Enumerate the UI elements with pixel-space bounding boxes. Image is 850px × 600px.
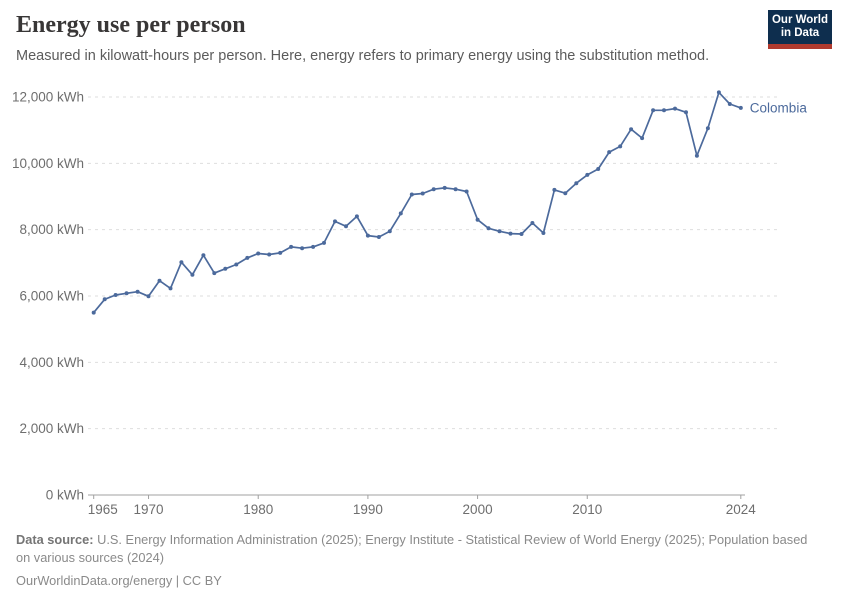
- data-point[interactable]: [607, 150, 612, 155]
- chart-subtitle: Measured in kilowatt-hours per person. H…: [16, 48, 710, 64]
- data-point[interactable]: [179, 260, 184, 265]
- data-point[interactable]: [344, 224, 348, 229]
- data-point[interactable]: [201, 253, 206, 258]
- data-point[interactable]: [530, 221, 535, 225]
- x-axis-label: 2010: [572, 502, 602, 517]
- data-point[interactable]: [91, 310, 96, 315]
- data-point[interactable]: [124, 291, 129, 296]
- data-point[interactable]: [431, 187, 436, 192]
- x-axis-label: 1990: [353, 502, 383, 517]
- chart-footer: Data source: U.S. Energy Information Adm…: [16, 531, 822, 590]
- data-point[interactable]: [157, 278, 162, 283]
- data-point[interactable]: [387, 229, 392, 234]
- data-point[interactable]: [508, 231, 513, 236]
- data-point[interactable]: [190, 272, 195, 277]
- data-point[interactable]: [311, 244, 316, 249]
- page-title: Energy use per person: [16, 12, 246, 38]
- y-axis-label: 2,000 kWh: [19, 421, 84, 436]
- data-point[interactable]: [585, 172, 590, 177]
- data-point[interactable]: [705, 126, 710, 131]
- data-point[interactable]: [662, 108, 666, 113]
- entity-label-colombia[interactable]: Colombia: [750, 100, 808, 115]
- data-point[interactable]: [278, 250, 283, 255]
- owid-logo-line2: in Data: [780, 27, 820, 39]
- data-point[interactable]: [135, 289, 140, 294]
- x-axis-label: 2024: [726, 502, 757, 517]
- data-point[interactable]: [102, 297, 107, 302]
- data-point[interactable]: [497, 229, 502, 234]
- data-source-text: U.S. Energy Information Administration (…: [16, 532, 808, 565]
- x-axis-label: 1965: [88, 502, 118, 517]
- data-point[interactable]: [289, 244, 294, 249]
- data-point[interactable]: [651, 108, 656, 113]
- data-point[interactable]: [475, 217, 480, 222]
- data-source-note: Data source: U.S. Energy Information Adm…: [16, 531, 822, 567]
- x-axis-label: 1970: [134, 502, 164, 517]
- data-point[interactable]: [541, 231, 546, 235]
- y-axis-label: 4,000 kWh: [19, 355, 84, 370]
- data-point[interactable]: [113, 293, 118, 297]
- chart-area: 0 kWh 2,000 kWh 4,000 kWh 6,000 kWh 8,000 kW…: [0, 0, 850, 530]
- chart-header: Energy use per person Measured in kilowa…: [16, 12, 834, 64]
- x-axis-label: 1980: [243, 502, 273, 517]
- data-point[interactable]: [618, 144, 623, 149]
- data-point[interactable]: [398, 211, 403, 216]
- y-axis-label: 0 kWh: [46, 488, 84, 503]
- data-point[interactable]: [409, 192, 414, 197]
- data-point[interactable]: [574, 181, 579, 186]
- x-axis-label: 2000: [463, 502, 493, 517]
- data-point[interactable]: [684, 110, 688, 115]
- data-point[interactable]: [168, 286, 173, 291]
- data-point[interactable]: [300, 246, 305, 251]
- data-point[interactable]: [486, 226, 491, 231]
- data-point[interactable]: [596, 167, 601, 171]
- data-point[interactable]: [256, 251, 261, 256]
- data-point[interactable]: [629, 127, 634, 132]
- data-source-label: Data source:: [16, 532, 94, 547]
- data-point[interactable]: [640, 136, 645, 141]
- line-chart-canvas[interactable]: 0 kWh 2,000 kWh 4,000 kWh 6,000 kWh 8,000 kW…: [0, 0, 850, 530]
- data-point[interactable]: [464, 189, 469, 194]
- data-point[interactable]: [442, 185, 447, 190]
- data-point[interactable]: [212, 271, 217, 276]
- data-point[interactable]: [716, 90, 721, 95]
- y-axis-label: 6,000 kWh: [19, 289, 84, 304]
- y-axis-label: 12,000 kWh: [12, 90, 84, 105]
- data-point[interactable]: [563, 191, 568, 196]
- data-point[interactable]: [146, 294, 151, 299]
- chart-line-colombia: [93, 91, 742, 314]
- data-point[interactable]: [727, 102, 732, 106]
- data-point[interactable]: [333, 219, 337, 224]
- data-point[interactable]: [552, 187, 557, 192]
- owid-logo[interactable]: Our World in Data: [768, 10, 832, 49]
- license-link[interactable]: OurWorldinData.org/energy | CC BY: [16, 573, 222, 588]
- data-point[interactable]: [267, 252, 272, 257]
- data-point[interactable]: [376, 235, 381, 239]
- y-axis-label: 10,000 kWh: [12, 156, 84, 171]
- data-point[interactable]: [694, 153, 699, 158]
- data-point[interactable]: [245, 255, 250, 260]
- data-point[interactable]: [322, 240, 326, 245]
- data-point[interactable]: [738, 105, 743, 110]
- data-point[interactable]: [354, 214, 359, 219]
- data-point[interactable]: [420, 191, 425, 196]
- data-point[interactable]: [673, 106, 677, 111]
- data-point[interactable]: [234, 262, 239, 267]
- data-point[interactable]: [519, 232, 524, 236]
- y-axis-label: 8,000 kWh: [19, 222, 84, 237]
- data-point[interactable]: [365, 233, 370, 238]
- owid-logo-line1: Our World: [771, 14, 828, 26]
- data-point[interactable]: [453, 187, 458, 192]
- data-point[interactable]: [223, 266, 228, 271]
